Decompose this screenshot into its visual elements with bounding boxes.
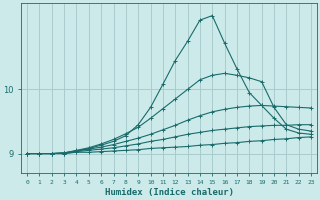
X-axis label: Humidex (Indice chaleur): Humidex (Indice chaleur) bbox=[105, 188, 234, 197]
